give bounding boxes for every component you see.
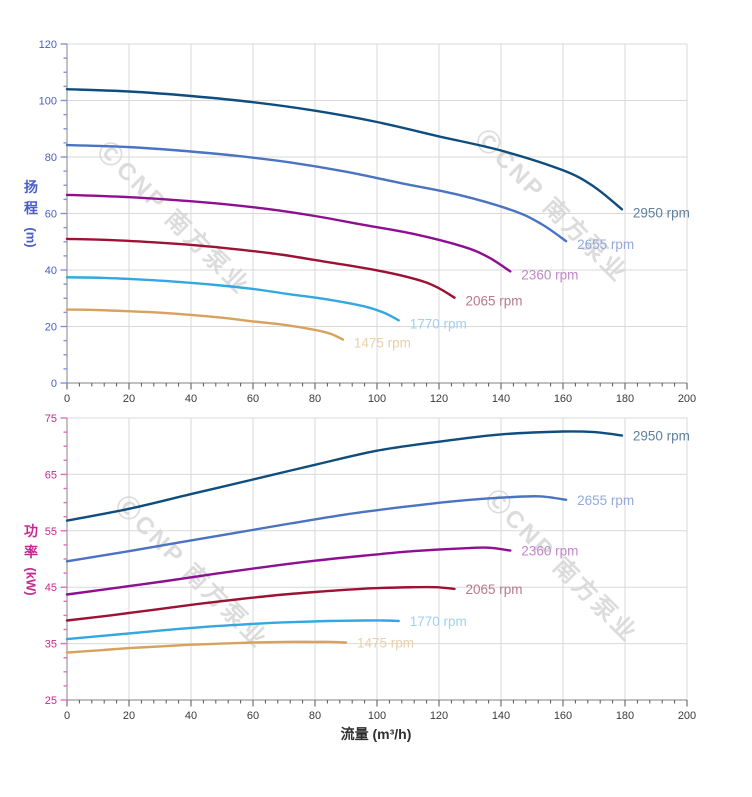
curve-2950-rpm: [65, 88, 624, 211]
x-tick-label: 20: [123, 710, 135, 722]
curve-label-1770-rpm: 1770 rpm: [410, 316, 467, 331]
curve-label-2655-rpm: 2655 rpm: [577, 493, 634, 508]
curve-label-1475-rpm: 1475 rpm: [354, 335, 411, 350]
power-axis-unit: (kW): [23, 567, 39, 596]
x-tick-label: 200: [678, 710, 696, 722]
curve-label-2065-rpm: 2065 rpm: [466, 294, 523, 309]
y-tick-label: 0: [51, 378, 57, 390]
x-tick-label: 20: [123, 393, 135, 405]
watermark: ⒸCNP 南方泵业: [92, 136, 256, 300]
curve-2065-rpm: [65, 585, 456, 622]
curve-1770-rpm: [65, 619, 400, 641]
curve-label-2065-rpm: 2065 rpm: [466, 582, 523, 597]
curve-label-1770-rpm: 1770 rpm: [410, 614, 467, 629]
head-axis-title: 扬 程 (m): [18, 177, 44, 248]
curve-1475-rpm: [65, 640, 348, 654]
head-axis-char-2: 程: [24, 200, 38, 216]
x-tick-label: 180: [616, 393, 634, 405]
x-tick-label: 160: [554, 710, 572, 722]
curve-1770-rpm: [65, 276, 400, 322]
x-tick-label: 160: [554, 393, 572, 405]
y-tick-label: 25: [45, 695, 57, 707]
curve-2655-rpm: [65, 143, 568, 243]
y-tick-label: 75: [45, 413, 57, 425]
x-tick-label: 0: [64, 393, 70, 405]
y-tick-label: 35: [45, 639, 57, 651]
x-tick-label: 100: [368, 710, 386, 722]
x-tick-label: 40: [185, 393, 197, 405]
head-axis-unit: (m): [23, 227, 39, 248]
power-axis-char-2: 率: [24, 544, 38, 560]
curve-label-1475-rpm: 1475 rpm: [357, 635, 414, 650]
curve-1475-rpm: [65, 308, 345, 341]
curve-label-2360-rpm: 2360 rpm: [521, 267, 578, 282]
y-tick-label: 120: [39, 39, 57, 51]
x-tick-label: 120: [430, 710, 448, 722]
y-tick-label: 100: [39, 96, 57, 108]
head-axis-char-1: 扬: [24, 179, 38, 195]
x-tick-label: 140: [492, 393, 510, 405]
watermark: ⒸCNP 南方泵业: [110, 490, 274, 654]
power-axis-char-1: 功: [24, 523, 38, 539]
x-tick-label: 200: [678, 393, 696, 405]
curve-2360-rpm: [65, 546, 512, 596]
curve-label-2360-rpm: 2360 rpm: [521, 544, 578, 559]
watermark: ⒸCNP 南方泵业: [480, 484, 644, 648]
curve-2655-rpm: [65, 494, 568, 563]
x-tick-label: 60: [247, 710, 259, 722]
power-axis-title: 功 率 (kW): [18, 521, 44, 596]
y-tick-label: 45: [45, 582, 57, 594]
x-tick-label: 120: [430, 393, 448, 405]
y-tick-label: 40: [45, 265, 57, 277]
curve-2360-rpm: [65, 193, 512, 273]
x-tick-label: 60: [247, 393, 259, 405]
chart-power-vs-flow: ⒸCNP 南方泵业 ⒸCNP 南方泵业 0 20 40 60 80 100 120 140 160 1…: [45, 413, 696, 722]
x-tick-label: 0: [64, 710, 70, 722]
curve-label-2950-rpm: 2950 rpm: [633, 205, 690, 220]
x-tick-label: 180: [616, 710, 634, 722]
curve-2950-rpm: [65, 430, 624, 522]
curve-label-2655-rpm: 2655 rpm: [577, 237, 634, 252]
flow-axis-title: 流量 (m³/h): [340, 726, 412, 742]
curve-2065-rpm: [65, 237, 456, 299]
y-tick-label: 20: [45, 322, 57, 334]
y-tick-label: 55: [45, 526, 57, 538]
y-tick-label: 65: [45, 469, 57, 481]
x-tick-label: 80: [309, 393, 321, 405]
x-tick-label: 80: [309, 710, 321, 722]
x-tick-label: 140: [492, 710, 510, 722]
y-tick-label: 60: [45, 209, 57, 221]
curve-label-2950-rpm: 2950 rpm: [633, 428, 690, 443]
y-tick-label: 80: [45, 152, 57, 164]
x-tick-label: 100: [368, 393, 386, 405]
x-tick-label: 40: [185, 710, 197, 722]
